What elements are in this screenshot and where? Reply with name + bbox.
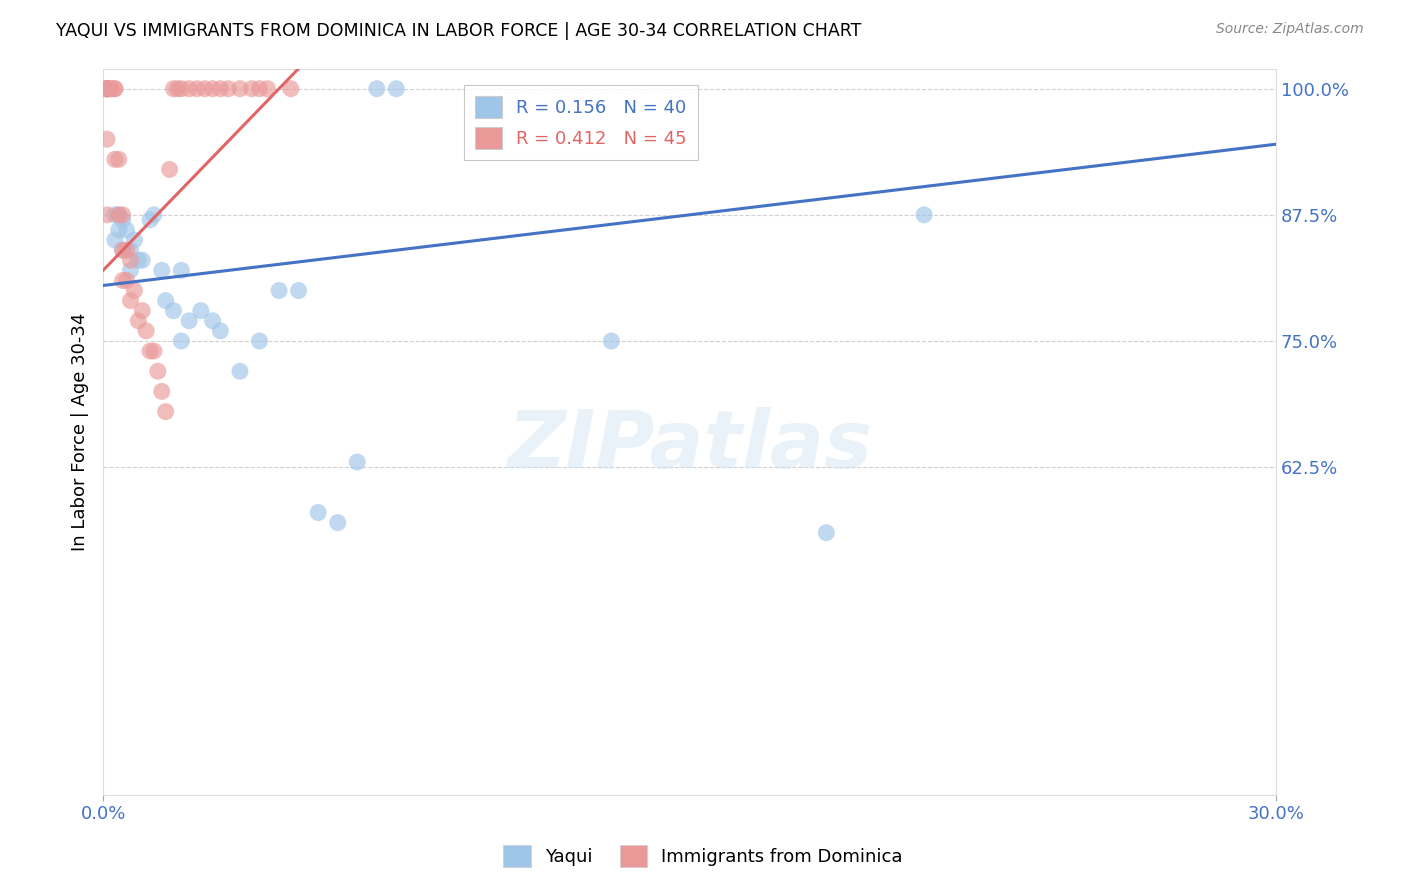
Text: ZIPatlas: ZIPatlas: [508, 408, 872, 485]
Point: [146, 364, 169, 378]
Point: [209, 324, 232, 338]
Point: [127, 253, 149, 268]
Point: [249, 81, 271, 95]
Point: [280, 81, 302, 95]
Point: [179, 314, 201, 328]
Point: [120, 263, 142, 277]
Point: [96, 81, 118, 95]
Point: [120, 293, 142, 308]
Point: [100, 81, 122, 95]
Point: [107, 223, 129, 237]
Point: [201, 81, 224, 95]
Point: [159, 162, 181, 177]
Point: [111, 208, 134, 222]
Point: [111, 243, 134, 257]
Point: [385, 81, 408, 95]
Point: [104, 81, 127, 95]
Point: [287, 284, 309, 298]
Point: [162, 303, 184, 318]
Point: [815, 525, 838, 540]
Point: [96, 132, 118, 146]
Point: [96, 208, 118, 222]
Point: [131, 303, 153, 318]
Point: [135, 324, 157, 338]
Point: [346, 455, 368, 469]
Point: [217, 81, 239, 95]
Point: [111, 243, 134, 257]
Point: [267, 284, 290, 298]
Legend: R = 0.156   N = 40, R = 0.412   N = 45: R = 0.156 N = 40, R = 0.412 N = 45: [464, 85, 697, 160]
Point: [96, 81, 118, 95]
Point: [100, 81, 122, 95]
Point: [111, 273, 134, 287]
Point: [96, 81, 118, 95]
Point: [139, 344, 162, 359]
Point: [155, 293, 177, 308]
Point: [131, 253, 153, 268]
Point: [190, 303, 212, 318]
Point: [107, 208, 129, 222]
Point: [124, 284, 146, 298]
Point: [150, 263, 173, 277]
Point: [104, 208, 127, 222]
Point: [120, 253, 142, 268]
Point: [142, 208, 165, 222]
Point: [179, 81, 201, 95]
Point: [249, 334, 271, 348]
Text: YAQUI VS IMMIGRANTS FROM DOMINICA IN LABOR FORCE | AGE 30-34 CORRELATION CHART: YAQUI VS IMMIGRANTS FROM DOMINICA IN LAB…: [56, 22, 862, 40]
Point: [120, 243, 142, 257]
Point: [104, 153, 127, 167]
Point: [96, 81, 118, 95]
Point: [115, 223, 138, 237]
Point: [104, 233, 127, 247]
Point: [150, 384, 173, 399]
Point: [96, 81, 118, 95]
Point: [240, 81, 263, 95]
Point: [326, 516, 349, 530]
Point: [96, 81, 118, 95]
Point: [600, 334, 623, 348]
Point: [170, 263, 193, 277]
Point: [307, 506, 329, 520]
Point: [107, 208, 129, 222]
Point: [96, 81, 118, 95]
Text: Source: ZipAtlas.com: Source: ZipAtlas.com: [1216, 22, 1364, 37]
Point: [139, 213, 162, 227]
Point: [127, 314, 149, 328]
Legend: Yaqui, Immigrants from Dominica: Yaqui, Immigrants from Dominica: [496, 838, 910, 874]
Point: [96, 81, 118, 95]
Point: [170, 334, 193, 348]
Point: [209, 81, 232, 95]
Point: [194, 81, 217, 95]
Point: [115, 243, 138, 257]
Point: [256, 81, 278, 95]
Point: [912, 208, 935, 222]
Point: [96, 81, 118, 95]
Point: [96, 81, 118, 95]
Point: [366, 81, 388, 95]
Point: [162, 81, 184, 95]
Point: [229, 364, 252, 378]
Point: [115, 273, 138, 287]
Point: [107, 153, 129, 167]
Point: [104, 81, 127, 95]
Point: [124, 233, 146, 247]
Point: [201, 314, 224, 328]
Point: [111, 213, 134, 227]
Point: [166, 81, 188, 95]
Point: [142, 344, 165, 359]
Point: [229, 81, 252, 95]
Point: [155, 404, 177, 418]
Y-axis label: In Labor Force | Age 30-34: In Labor Force | Age 30-34: [72, 312, 89, 551]
Point: [170, 81, 193, 95]
Point: [186, 81, 208, 95]
